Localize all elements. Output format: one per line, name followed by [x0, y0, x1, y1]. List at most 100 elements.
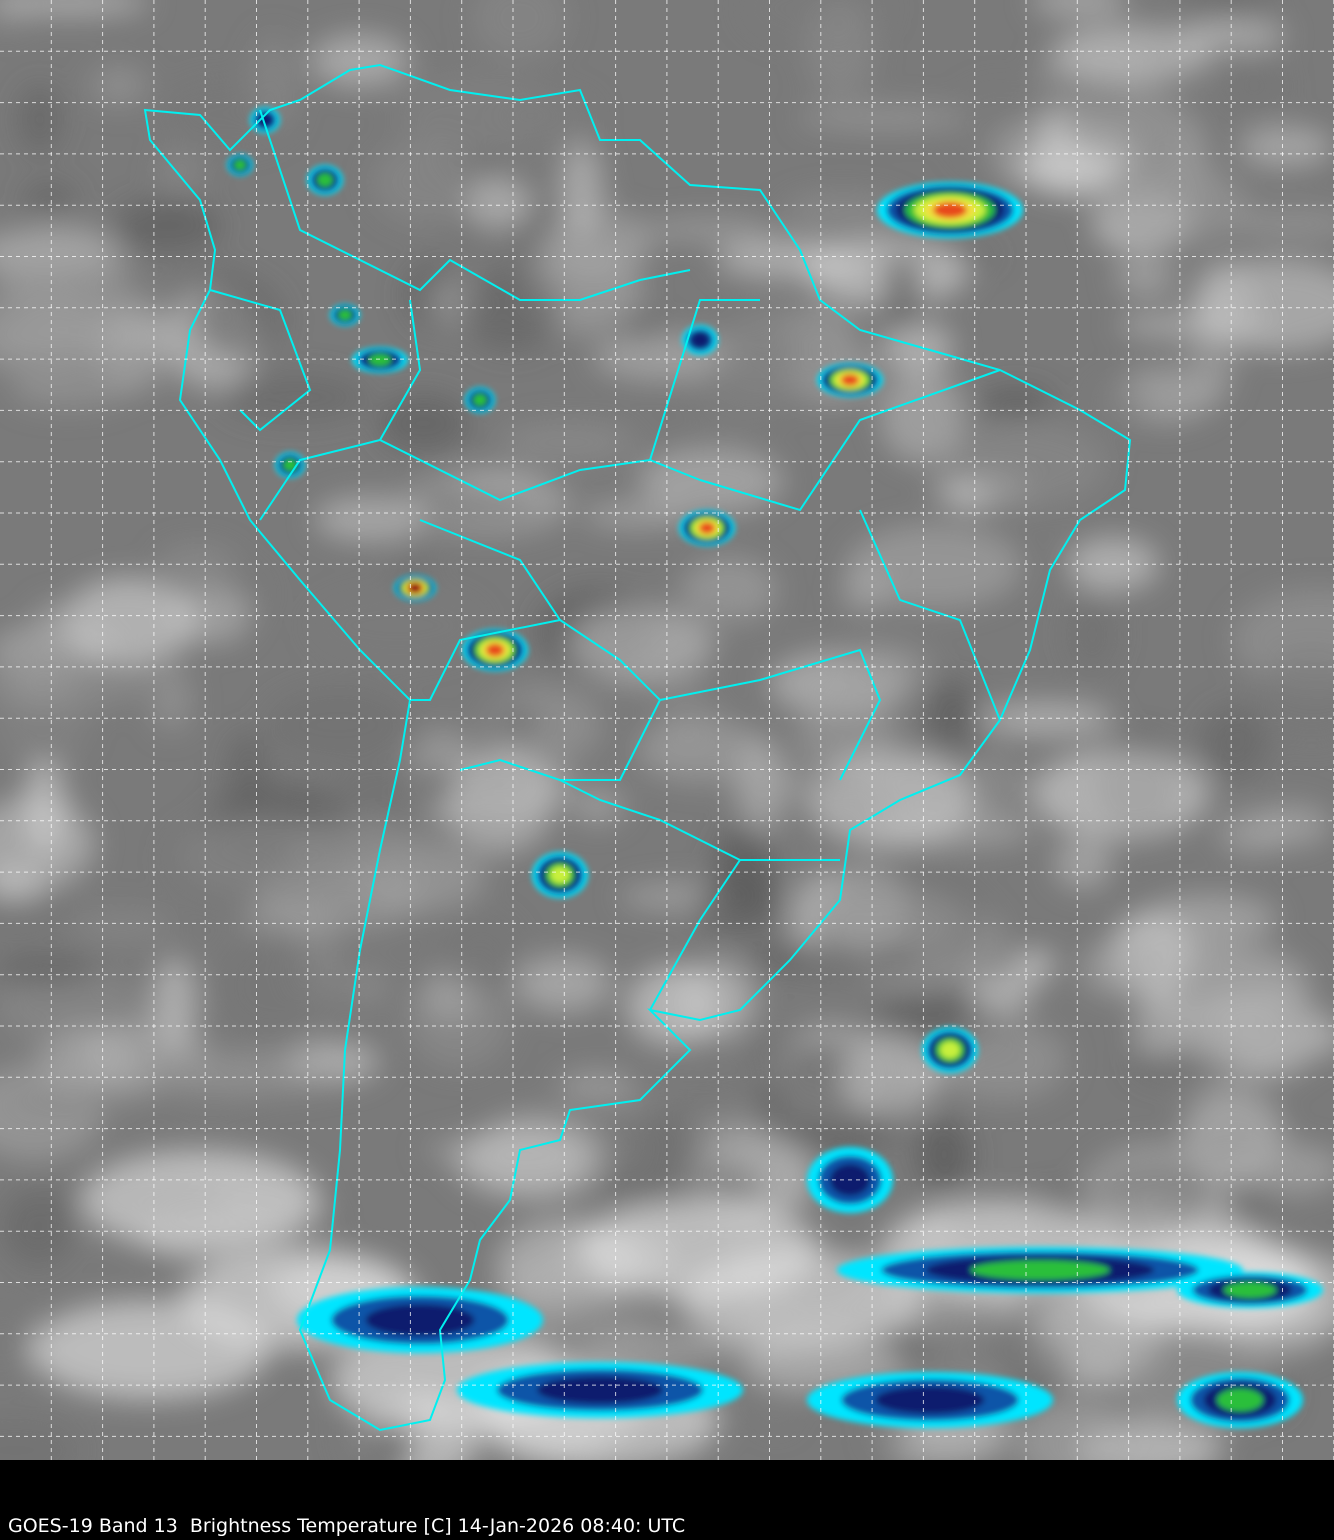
storm-cell: [679, 510, 735, 546]
cloud: [346, 969, 388, 1004]
cloud: [1192, 259, 1334, 353]
cloud: [805, 751, 974, 849]
cloud: [557, 1071, 635, 1102]
storm-cell: [837, 1247, 1243, 1293]
cloud: [515, 955, 612, 1013]
border-line: [459, 758, 661, 821]
cloud: [782, 193, 906, 229]
cloud: [1180, 992, 1334, 1073]
storm-cell: [462, 629, 528, 671]
cloud: [377, 394, 470, 453]
cloud: [0, 0, 151, 17]
cloud: [0, 1421, 81, 1460]
cloud: [1142, 894, 1278, 946]
storm-cells: [227, 107, 1323, 1428]
border-line: [699, 369, 1001, 512]
cloud: [636, 718, 766, 784]
cloud: [1223, 1143, 1334, 1196]
storm-cell: [817, 363, 883, 397]
cloud: [175, 816, 343, 896]
cloud: [841, 642, 931, 692]
cloud: [21, 183, 77, 214]
cloud: [671, 961, 757, 1040]
satellite-map: [0, 0, 1334, 1460]
cloud: [825, 861, 907, 958]
cloud: [978, 702, 1115, 736]
cloud: [195, 279, 284, 360]
cloud: [395, 75, 560, 156]
storm-cell: [877, 182, 1023, 238]
cloud: [716, 238, 859, 279]
cloud: [582, 502, 692, 528]
cloud: [150, 664, 193, 733]
cloud: [841, 567, 889, 615]
cloud: [680, 556, 778, 625]
cloud: [217, 933, 322, 1038]
cloud: [1113, 260, 1176, 295]
border-line: [410, 619, 561, 701]
cloud: [714, 820, 774, 915]
cloud: [30, 1300, 270, 1400]
cloud: [370, 139, 481, 224]
cloud: [444, 914, 520, 997]
cloud: [1199, 706, 1270, 779]
cloud: [17, 84, 62, 155]
cloud: [453, 1126, 591, 1197]
storm-cell: [250, 107, 280, 133]
cloud: [69, 909, 174, 942]
cloud: [491, 706, 541, 738]
lat-lon-grid: [0, 0, 1334, 1460]
cloud: [157, 544, 236, 581]
cloud: [580, 1200, 820, 1300]
storm-cell: [297, 1287, 543, 1353]
storm-cell: [532, 852, 588, 898]
cloud: [460, 267, 562, 353]
cloud: [948, 482, 991, 511]
cloud: [314, 496, 427, 542]
cloud: [444, 751, 555, 854]
cloud: [24, 755, 66, 856]
cloud: [735, 738, 789, 834]
storm-cell: [1177, 1372, 1303, 1428]
storm-cell: [352, 347, 408, 373]
cloud: [114, 199, 221, 254]
border-line: [143, 63, 1132, 1432]
cloud: [407, 486, 538, 521]
cloud: [846, 523, 1022, 610]
cloud: [879, 253, 925, 334]
cloud: [1051, 24, 1214, 84]
cloud: [1134, 985, 1189, 1064]
cloud: [879, 370, 965, 464]
cloud: [840, 1032, 937, 1119]
cloud: [582, 1328, 742, 1365]
cloud: [1016, 1399, 1140, 1460]
cloud: [968, 970, 1034, 1018]
cloud: [157, 147, 204, 194]
cloud: [163, 1050, 343, 1095]
cloud: [916, 1117, 973, 1192]
cloud: [1239, 126, 1333, 168]
cloud: [697, 353, 789, 424]
cloud: [5, 1085, 143, 1117]
cloud: [311, 591, 483, 660]
storm-cell: [1177, 1272, 1323, 1308]
cloud: [643, 216, 773, 243]
cloud: [0, 651, 152, 710]
cloud: [570, 786, 625, 825]
satellite-image: [0, 0, 1334, 1460]
border-line: [419, 519, 662, 781]
cloud: [503, 91, 596, 141]
storm-cell: [807, 1372, 1053, 1428]
cloud: [637, 447, 784, 515]
cloud: [951, 85, 1048, 172]
cloud: [0, 1303, 35, 1386]
border-line: [649, 299, 760, 461]
cloud: [0, 954, 98, 987]
cloud: [559, 141, 603, 239]
cloud: [569, 605, 715, 685]
cloud: [470, 0, 569, 62]
cloud: [225, 730, 269, 817]
border-line: [659, 648, 882, 781]
country-borders: [143, 63, 1132, 1432]
storm-cell: [330, 304, 360, 326]
